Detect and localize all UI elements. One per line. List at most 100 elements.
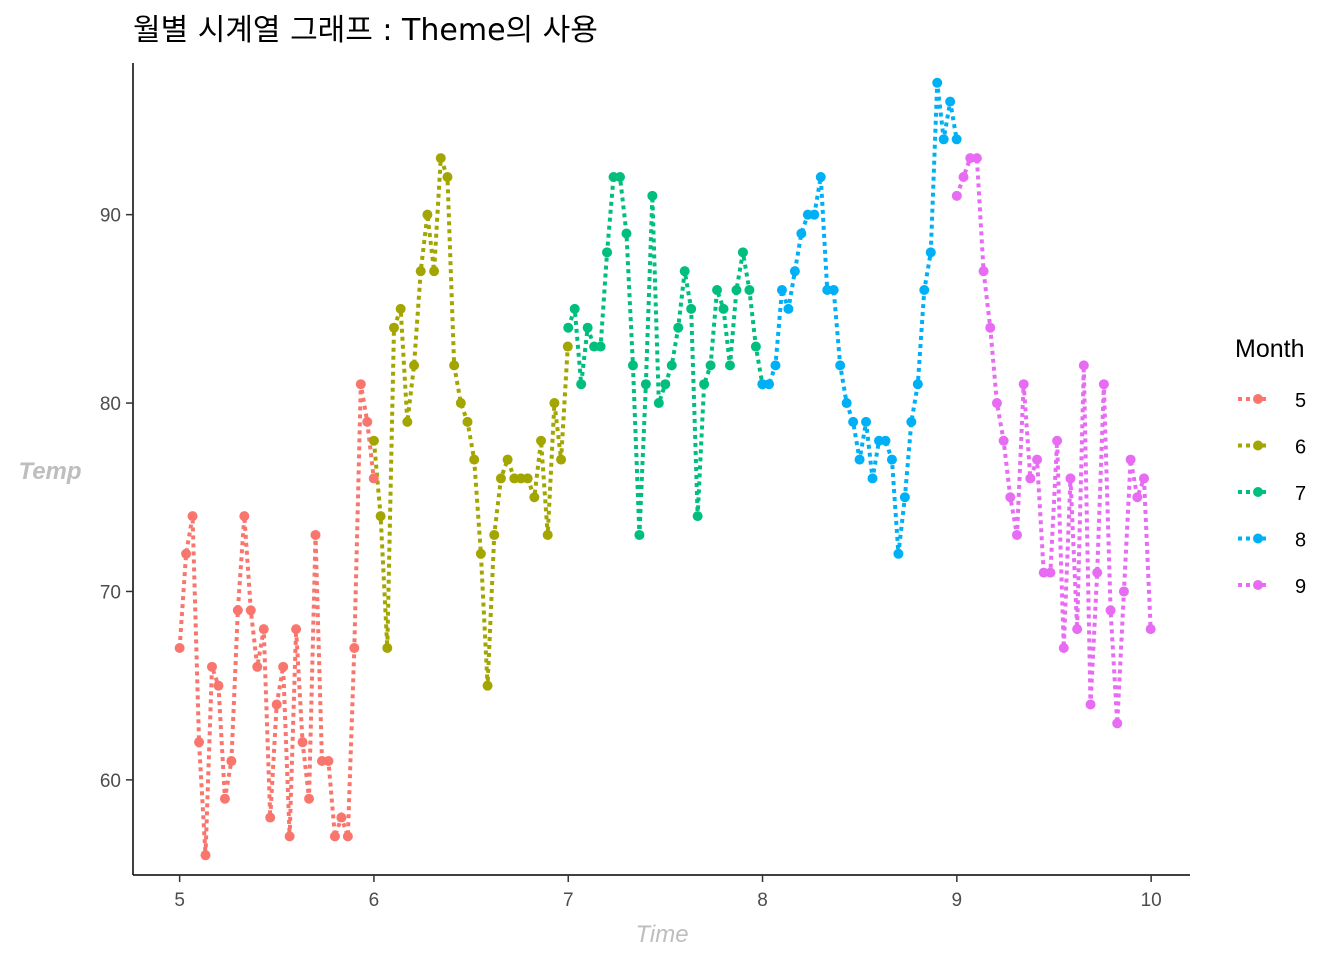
data-point bbox=[1125, 454, 1136, 465]
data-point bbox=[194, 737, 205, 748]
data-point bbox=[731, 285, 742, 296]
data-point bbox=[187, 511, 198, 522]
data-point bbox=[1105, 605, 1116, 616]
legend-item-8: 8 bbox=[1238, 530, 1306, 552]
data-point bbox=[469, 454, 480, 465]
data-point bbox=[653, 398, 664, 409]
data-point bbox=[239, 511, 250, 522]
data-point bbox=[1025, 473, 1036, 484]
series-lines bbox=[177, 82, 1153, 856]
data-point bbox=[226, 756, 237, 767]
data-point bbox=[692, 511, 703, 522]
data-point bbox=[522, 473, 533, 484]
x-tick-label: 7 bbox=[563, 890, 574, 911]
data-point bbox=[640, 379, 651, 390]
data-point bbox=[442, 171, 453, 182]
legend-item-6: 6 bbox=[1238, 437, 1306, 459]
data-point bbox=[382, 642, 393, 653]
data-point bbox=[783, 303, 794, 314]
data-point bbox=[449, 360, 460, 371]
data-point bbox=[495, 473, 506, 484]
y-axis-ticks: 60 70 80 90 bbox=[100, 206, 133, 792]
data-point bbox=[1112, 718, 1123, 729]
data-point bbox=[271, 699, 282, 710]
data-point bbox=[893, 548, 904, 559]
data-point bbox=[764, 379, 775, 390]
data-point bbox=[402, 416, 413, 427]
data-point bbox=[880, 435, 891, 446]
data-point bbox=[854, 454, 865, 465]
data-point bbox=[744, 285, 755, 296]
y-tick-label: 90 bbox=[100, 206, 121, 227]
data-point bbox=[621, 228, 632, 239]
data-point bbox=[828, 285, 839, 296]
data-point bbox=[569, 303, 580, 314]
legend-label: 5 bbox=[1295, 390, 1306, 412]
data-point bbox=[362, 416, 373, 427]
legend-items: 5 6 7 8 9 bbox=[1238, 390, 1306, 598]
x-tick-label: 5 bbox=[174, 890, 185, 911]
data-point bbox=[958, 171, 969, 182]
data-point bbox=[582, 322, 593, 333]
data-point bbox=[1072, 624, 1083, 635]
data-point bbox=[542, 529, 553, 540]
data-point bbox=[1092, 567, 1103, 578]
x-tick-label: 6 bbox=[369, 890, 380, 911]
data-point bbox=[985, 322, 996, 333]
legend-title: Month bbox=[1235, 335, 1304, 363]
legend-item-7: 7 bbox=[1238, 483, 1306, 505]
data-point bbox=[368, 473, 379, 484]
legend-item-9: 9 bbox=[1238, 576, 1306, 598]
data-point bbox=[1005, 492, 1016, 503]
data-point bbox=[200, 850, 211, 861]
data-point bbox=[174, 642, 185, 653]
data-point bbox=[809, 209, 820, 220]
data-point bbox=[1085, 699, 1096, 710]
x-axis-title: Time bbox=[635, 921, 688, 948]
data-point bbox=[549, 398, 560, 409]
x-tick-label: 8 bbox=[757, 890, 768, 911]
series-points bbox=[174, 77, 1156, 861]
legend-label: 6 bbox=[1295, 437, 1306, 459]
data-point bbox=[815, 171, 826, 182]
data-point bbox=[368, 435, 379, 446]
data-point bbox=[848, 416, 859, 427]
data-point bbox=[789, 266, 800, 277]
legend-label: 9 bbox=[1295, 576, 1306, 598]
data-point bbox=[750, 341, 761, 352]
data-point bbox=[291, 624, 302, 635]
data-point bbox=[945, 96, 956, 107]
data-point bbox=[310, 529, 321, 540]
data-point bbox=[660, 379, 671, 390]
data-point bbox=[349, 642, 360, 653]
y-tick-label: 70 bbox=[100, 582, 121, 603]
data-point bbox=[886, 454, 897, 465]
data-point bbox=[951, 134, 962, 145]
data-point bbox=[409, 360, 420, 371]
data-point bbox=[1018, 379, 1029, 390]
data-point bbox=[415, 266, 426, 277]
data-point bbox=[336, 812, 347, 823]
data-point bbox=[724, 360, 735, 371]
data-point bbox=[796, 228, 807, 239]
data-point bbox=[355, 379, 366, 390]
x-tick-label: 10 bbox=[1141, 890, 1162, 911]
data-point bbox=[556, 454, 567, 465]
data-point bbox=[686, 303, 697, 314]
legend-key-point bbox=[1253, 580, 1263, 590]
x-axis-ticks: 5 6 7 8 9 10 bbox=[174, 875, 1162, 911]
legend-key-point bbox=[1253, 487, 1263, 497]
data-point bbox=[435, 153, 446, 164]
data-point bbox=[647, 190, 658, 201]
legend-key-point bbox=[1253, 394, 1263, 404]
data-point bbox=[841, 398, 852, 409]
data-point bbox=[919, 285, 930, 296]
legend: Month 5 6 7 8 9 bbox=[1235, 335, 1306, 598]
data-point bbox=[867, 473, 878, 484]
data-point bbox=[925, 247, 936, 258]
data-point bbox=[634, 529, 645, 540]
chart-title: 월별 시계열 그래프 : Theme의 사용 bbox=[133, 13, 598, 48]
data-point bbox=[576, 379, 587, 390]
data-point bbox=[602, 247, 613, 258]
data-point bbox=[938, 134, 949, 145]
